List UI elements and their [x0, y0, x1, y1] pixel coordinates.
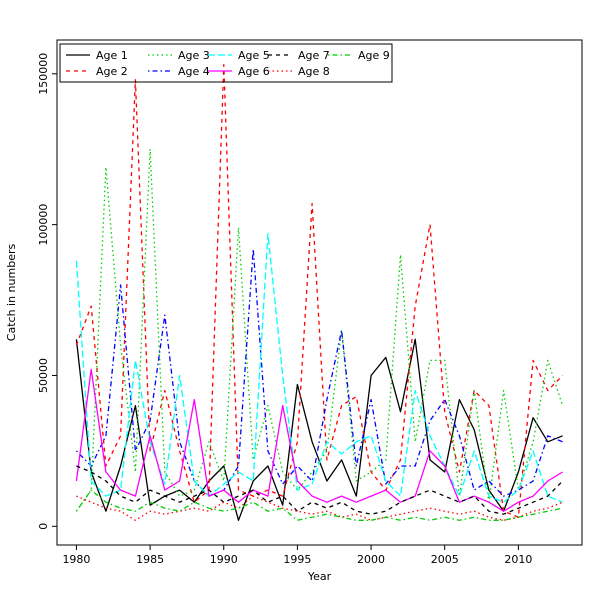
series-line-age-3 [75, 148, 564, 512]
legend-label-age-5: Age 5 [238, 49, 270, 62]
legend-label-age-2: Age 2 [96, 65, 128, 78]
series-line-age-9 [75, 489, 563, 521]
series-line-age-4 [75, 248, 563, 497]
legend-label-age-7: Age 7 [298, 49, 330, 62]
series-line-age-6 [75, 368, 563, 512]
y-tick-label: 50000 [37, 358, 50, 393]
legend-label-age-1: Age 1 [96, 49, 128, 62]
x-tick-label: 1990 [210, 553, 238, 566]
x-tick-label: 2010 [504, 553, 532, 566]
x-tick-label: 1985 [136, 553, 164, 566]
y-tick-label: 100000 [37, 204, 50, 246]
y-tick-label: 0 [37, 523, 50, 530]
legend-label-age-3: Age 3 [178, 49, 210, 62]
legend-label-age-9: Age 9 [358, 49, 390, 62]
series-line-age-5 [75, 233, 563, 503]
y-axis-label: Catch in numbers [5, 244, 18, 342]
x-tick-label: 2005 [431, 553, 459, 566]
x-tick-label: 2000 [357, 553, 385, 566]
legend-box [59, 43, 393, 83]
legend-label-age-4: Age 4 [178, 65, 210, 78]
series-line-age-2 [75, 64, 564, 518]
x-tick-label: 1980 [62, 553, 90, 566]
plot-box [56, 39, 583, 546]
x-axis-label: Year [307, 570, 332, 583]
legend-label-age-8: Age 8 [298, 65, 330, 78]
series-line-age-7 [76, 465, 564, 515]
legend-label-age-6: Age 6 [238, 65, 270, 78]
y-tick-label: 150000 [37, 53, 50, 95]
x-tick-label: 1995 [283, 553, 311, 566]
